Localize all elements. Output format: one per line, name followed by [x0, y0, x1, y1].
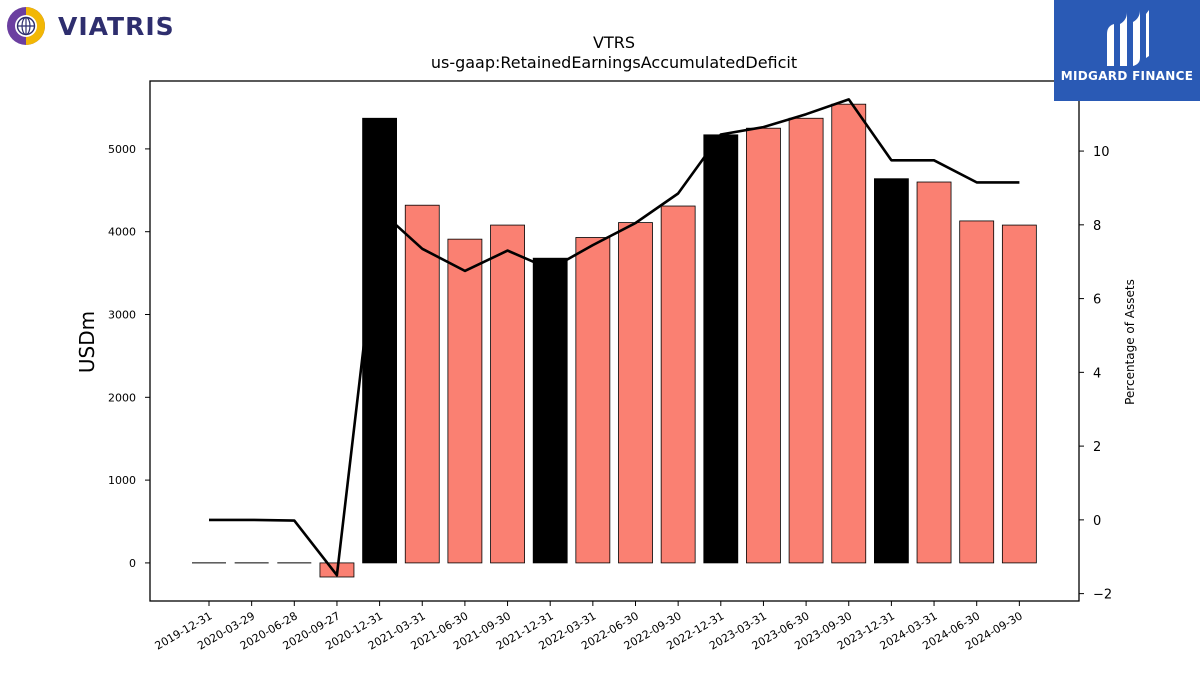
chart-title: VTRS — [593, 33, 635, 52]
bar — [490, 224, 525, 564]
y2-tick-label: 6 — [1093, 293, 1101, 308]
viatris-globe-icon — [7, 7, 45, 45]
bar — [660, 205, 696, 564]
y-tick-label: 2000 — [108, 391, 136, 404]
y2-tick-label: 2 — [1093, 440, 1101, 455]
y-tick-label: 4000 — [108, 226, 136, 239]
trademark-mark: ™ — [157, 16, 164, 24]
bar — [362, 117, 398, 564]
bar — [575, 237, 611, 564]
bar — [959, 220, 995, 564]
y-tick-label: 3000 — [108, 309, 136, 322]
y2-tick-label: 0 — [1093, 514, 1101, 529]
y2-tick-label: 4 — [1093, 366, 1101, 381]
y2-tick-label: 8 — [1093, 219, 1101, 234]
y2-tick-label: 10 — [1093, 145, 1110, 160]
bar — [788, 117, 824, 564]
y-axis-label: USDm — [75, 311, 99, 373]
midgard-monogram-icon — [1107, 10, 1149, 66]
viatris-logo: VIATRIS ™ — [4, 4, 174, 48]
chart-subtitle: us-gaap:RetainedEarningsAccumulatedDefic… — [431, 53, 797, 72]
series-line — [209, 98, 1020, 577]
plot-frame — [149, 80, 1080, 602]
bar — [618, 222, 653, 564]
bar — [916, 181, 952, 564]
y-tick-label: 1000 — [108, 474, 136, 487]
y-tick-label: 0 — [129, 557, 136, 570]
bar — [874, 178, 909, 564]
bar — [532, 257, 568, 564]
midgard-finance-wordmark: MIDGARD FINANCE — [1060, 69, 1194, 83]
bar — [831, 103, 867, 564]
y2-axis-label: Percentage of Assets — [1123, 279, 1137, 405]
y2-tick-label: −2 — [1093, 588, 1112, 603]
bar — [447, 238, 483, 564]
midgard-finance-logo: MIDGARD FINANCE — [1054, 0, 1200, 101]
bar — [703, 134, 739, 564]
bar — [746, 127, 781, 564]
bar — [404, 204, 440, 564]
bar — [1001, 224, 1037, 564]
viatris-wordmark: VIATRIS — [58, 12, 175, 41]
y-tick-label: 5000 — [108, 143, 136, 156]
